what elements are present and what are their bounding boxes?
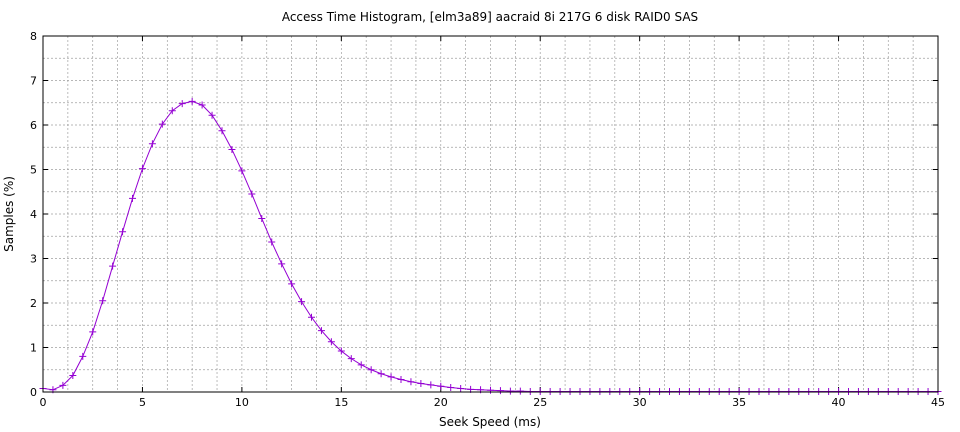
x-tick-label: 10 (235, 396, 249, 409)
data-point (268, 238, 276, 246)
y-tick-label: 4 (30, 208, 37, 221)
data-point (178, 100, 186, 108)
data-point (258, 214, 266, 222)
data-point (347, 355, 355, 363)
data-point (238, 167, 246, 175)
y-tick-label: 8 (30, 30, 37, 43)
data-point (278, 260, 286, 268)
series-layer (39, 97, 942, 396)
data-point (387, 373, 395, 381)
data-point (487, 386, 494, 394)
x-tick-label: 0 (40, 396, 47, 409)
data-point (228, 145, 236, 153)
data-point (317, 327, 325, 335)
x-tick-label: 20 (434, 396, 448, 409)
data-point (79, 352, 87, 360)
data-point (496, 387, 504, 395)
x-tick-label: 30 (633, 396, 647, 409)
data-point (357, 361, 365, 369)
data-point (427, 381, 435, 389)
x-tick-label: 5 (139, 396, 146, 409)
data-point (188, 97, 196, 105)
data-point (288, 280, 296, 288)
data-point (129, 194, 136, 202)
data-point (417, 380, 425, 388)
data-point (327, 338, 335, 346)
x-tick-label: 45 (931, 396, 945, 409)
y-tick-label: 5 (30, 164, 37, 177)
data-point (109, 262, 117, 270)
data-point (158, 120, 166, 128)
data-point (218, 127, 226, 135)
data-point (437, 382, 445, 390)
y-axis-label: Samples (%) (2, 176, 16, 252)
y-tick-label: 6 (30, 119, 37, 132)
data-point (397, 376, 405, 384)
data-point (516, 387, 524, 395)
data-point (337, 347, 345, 355)
data-point (377, 370, 385, 378)
x-axis-label: Seek Speed (ms) (439, 415, 541, 429)
data-point (447, 384, 455, 392)
x-tick-label: 15 (334, 396, 348, 409)
x-tick-label: 25 (533, 396, 547, 409)
data-point (208, 111, 216, 119)
data-point (148, 140, 156, 148)
y-tick-label: 0 (30, 386, 37, 399)
data-point (59, 381, 67, 389)
data-point (119, 228, 127, 236)
grid (43, 36, 938, 392)
x-tick-label: 40 (832, 396, 846, 409)
data-point (457, 384, 465, 392)
data-point (138, 165, 146, 173)
data-point (99, 297, 107, 305)
x-tick-label: 35 (732, 396, 746, 409)
data-point (367, 366, 375, 374)
y-tick-label: 2 (30, 297, 37, 310)
data-point (407, 378, 415, 386)
y-tick-label: 1 (30, 342, 37, 355)
data-point (198, 101, 206, 109)
data-point (168, 107, 176, 115)
data-point (89, 328, 97, 336)
plot-frame (42, 35, 939, 393)
data-point (248, 190, 256, 198)
data-point (506, 387, 514, 395)
y-tick-label: 3 (30, 253, 37, 266)
data-point (308, 313, 315, 321)
chart-title: Access Time Histogram, [elm3a89] aacraid… (282, 10, 698, 24)
data-point (298, 298, 306, 306)
data-point (69, 372, 77, 380)
y-tick-label: 7 (30, 75, 37, 88)
